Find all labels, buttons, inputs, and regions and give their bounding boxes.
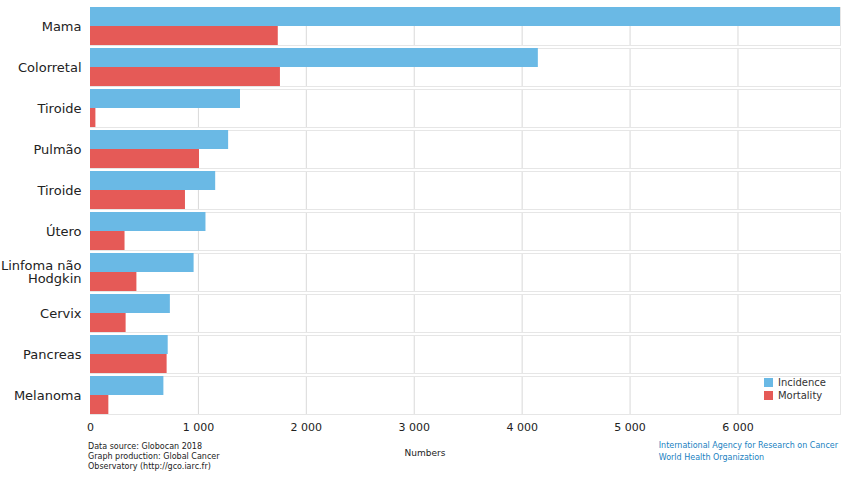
html-text:Graph production: Global Cance: Graph production: Global Cancer xyxy=(88,452,220,461)
svg-text:4 000: 4 000 xyxy=(506,421,538,434)
svg-text:1 000: 1 000 xyxy=(183,421,215,434)
svg-text:6 000: 6 000 xyxy=(722,421,754,434)
html-text:Mortality: Mortality xyxy=(777,390,823,401)
svg-text:Tiroide: Tiroide xyxy=(36,101,81,116)
svg-text:Tiroide: Tiroide xyxy=(36,183,81,198)
html-text:Numbers: Numbers xyxy=(404,448,446,458)
svg-text:Colorretal: Colorretal xyxy=(18,60,81,75)
html-text:Data source: Globocan 2018: Data source: Globocan 2018 xyxy=(88,442,202,451)
html-text:Observatory (http://gco.iarc.f: Observatory (http://gco.iarc.fr) xyxy=(88,462,211,471)
svg-text:3 000: 3 000 xyxy=(398,421,430,434)
svg-text:Cervix: Cervix xyxy=(40,306,82,321)
svg-text:Pulmão: Pulmão xyxy=(33,142,81,157)
html-text:World Health Organization: World Health Organization xyxy=(658,453,765,462)
svg-text:Melanoma: Melanoma xyxy=(14,388,82,403)
svg-text:Linfoma nãoHodgkin: Linfoma nãoHodgkin xyxy=(1,258,82,286)
svg-text:5 000: 5 000 xyxy=(614,421,646,434)
html-text:International Agency for Resea: International Agency for Research on Can… xyxy=(658,441,838,450)
svg-text:Útero: Útero xyxy=(46,224,82,239)
svg-text:Mama: Mama xyxy=(42,19,82,34)
svg-text:0: 0 xyxy=(87,421,94,434)
svg-text:Pancreas: Pancreas xyxy=(23,347,82,362)
html-text:Incidence: Incidence xyxy=(777,377,826,388)
svg-text:2 000: 2 000 xyxy=(291,421,323,434)
